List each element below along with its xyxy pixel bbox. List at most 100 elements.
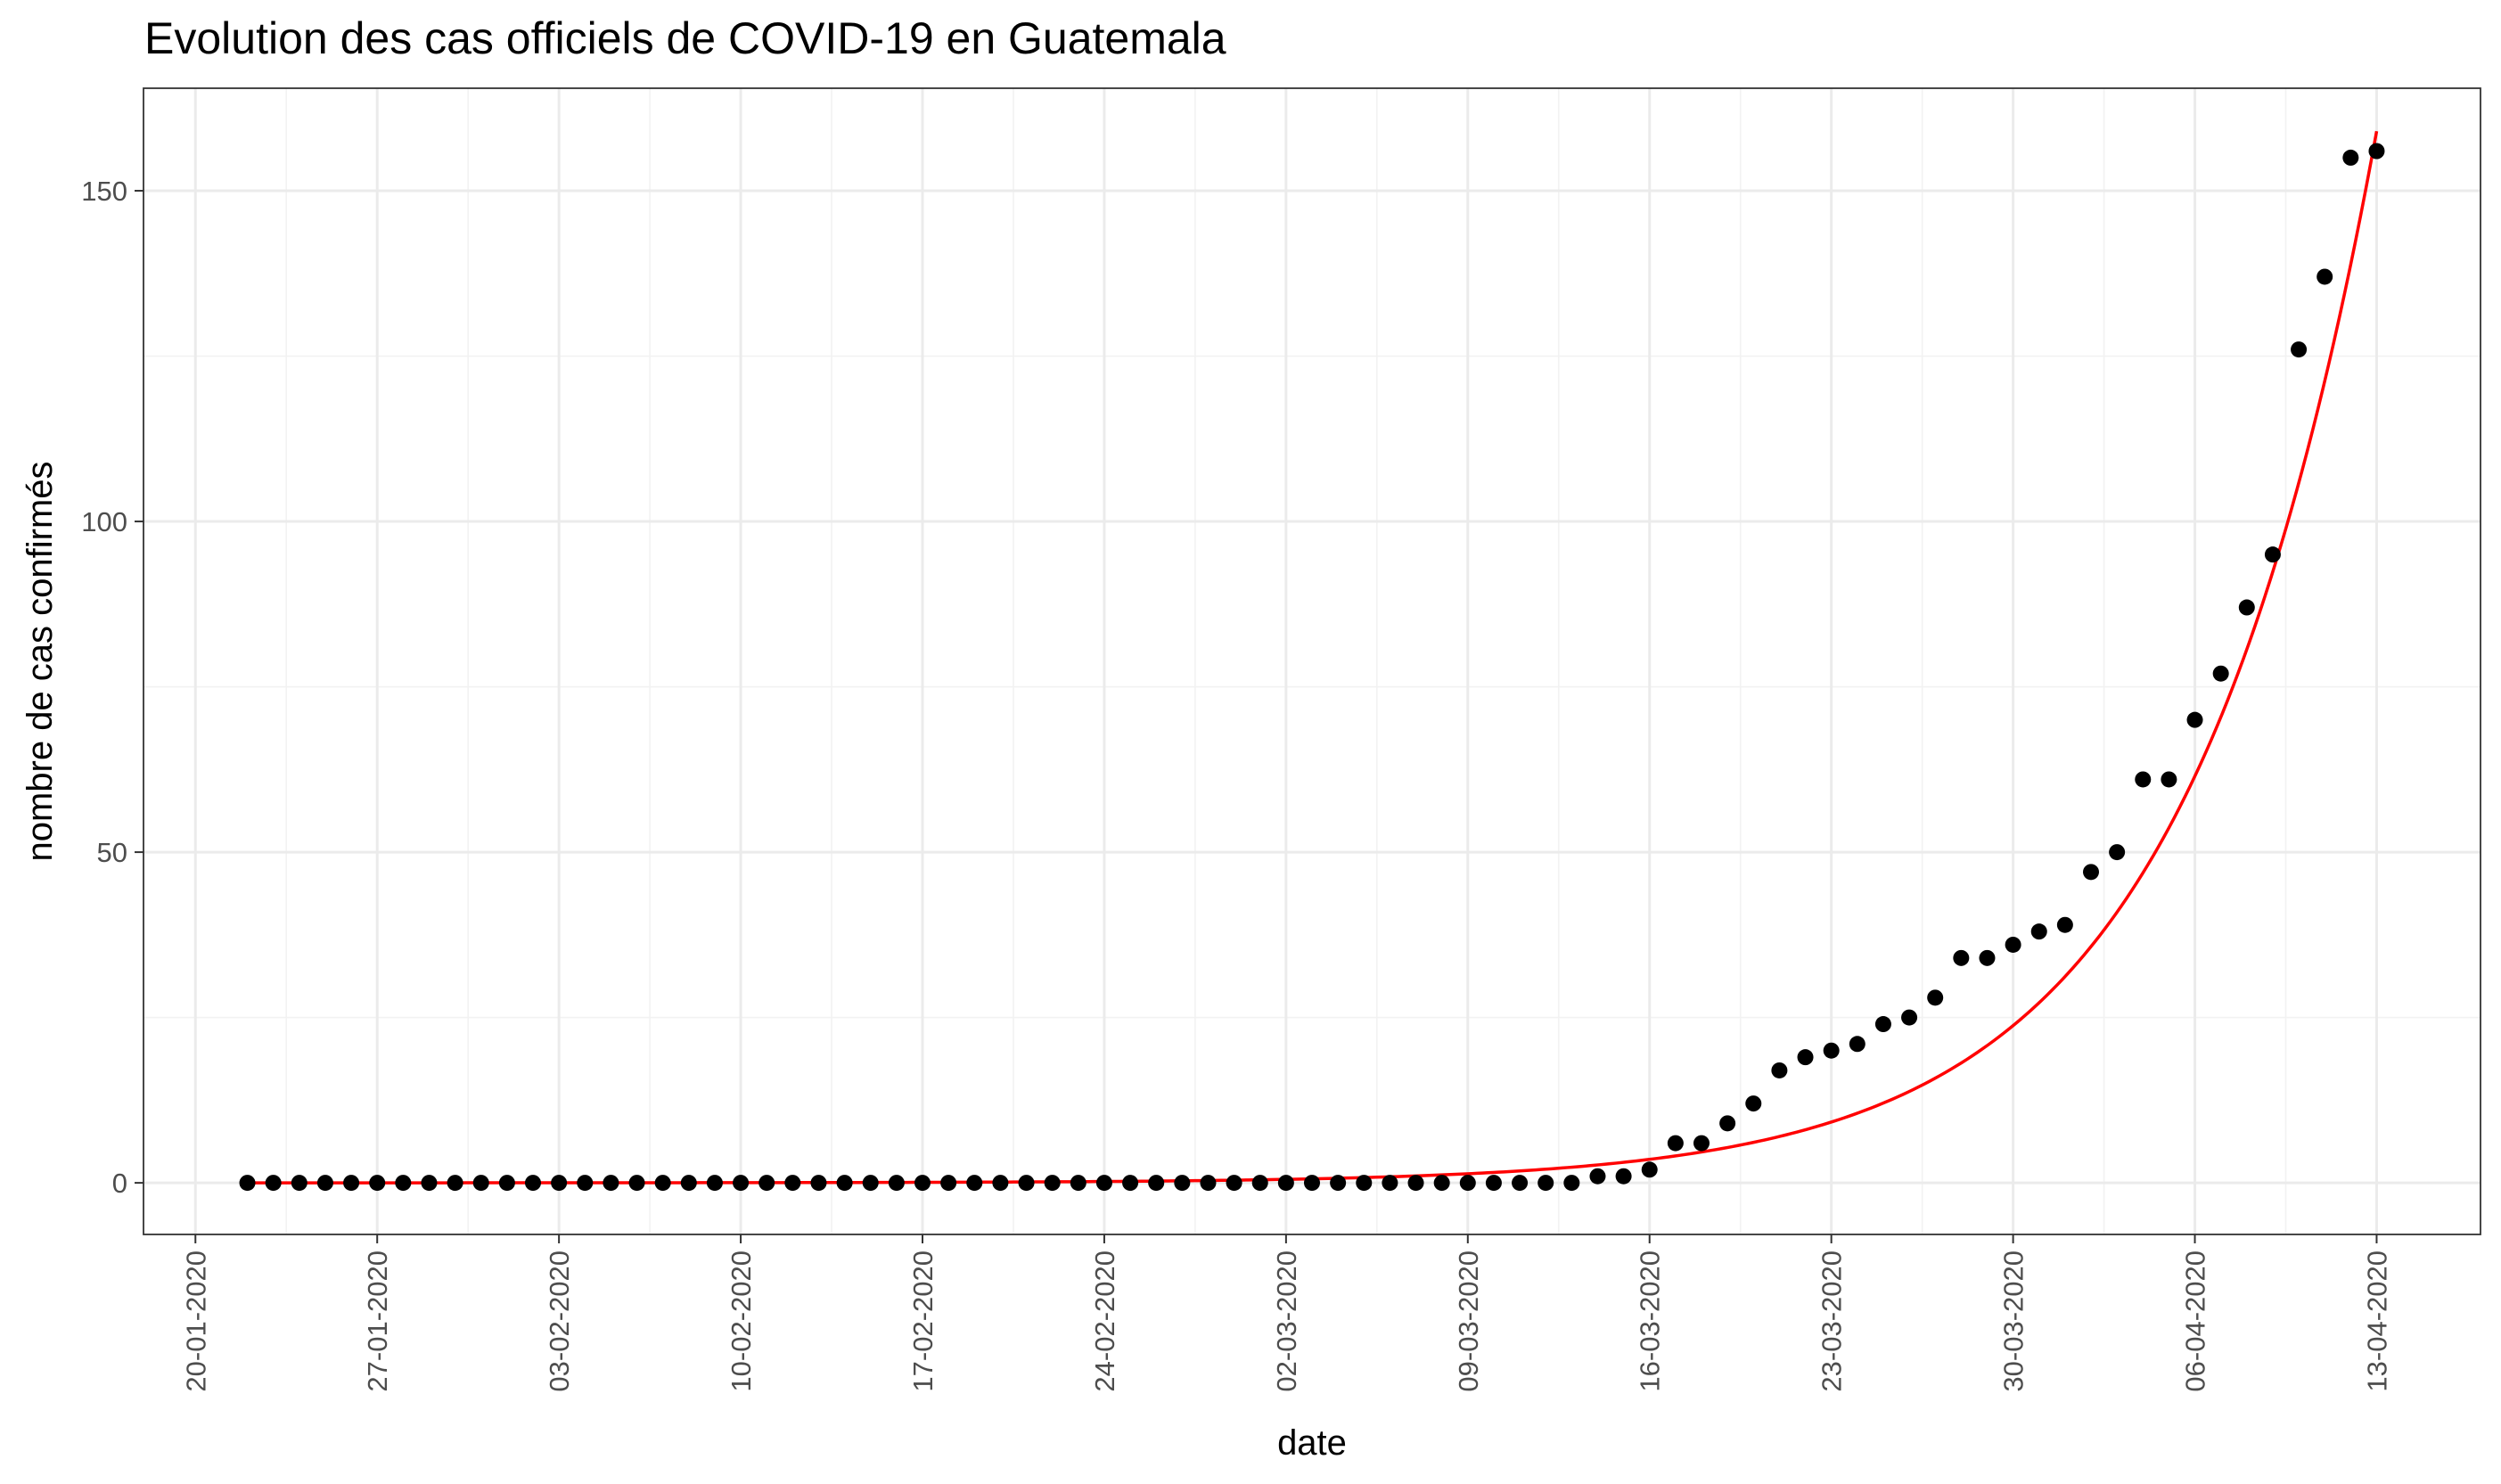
data-point	[1849, 1036, 1866, 1053]
data-point	[421, 1175, 438, 1192]
data-point	[992, 1175, 1009, 1192]
data-point	[1771, 1062, 1788, 1078]
x-axis: 20-01-2020 27-01-2020 03-02-2020 10-02-2020…	[180, 1234, 2392, 1392]
data-point	[2238, 599, 2255, 616]
data-point	[2186, 711, 2203, 728]
data-point	[1979, 949, 1996, 966]
data-point	[733, 1175, 750, 1192]
data-point	[1226, 1175, 1242, 1192]
data-point	[343, 1175, 360, 1192]
data-point	[1615, 1168, 1632, 1185]
data-point	[1745, 1095, 1762, 1112]
data-point	[1459, 1175, 1476, 1192]
data-point	[1356, 1175, 1373, 1192]
data-point	[1304, 1175, 1320, 1192]
data-point	[2109, 844, 2126, 861]
data-point	[1148, 1175, 1165, 1192]
x-tick-label: 24-02-2020	[1089, 1250, 1120, 1392]
data-point	[265, 1175, 282, 1192]
data-point	[577, 1175, 594, 1192]
data-point	[1589, 1168, 1606, 1185]
data-point	[2368, 143, 2385, 160]
x-tick-label: 03-02-2020	[544, 1250, 575, 1392]
data-point	[2316, 268, 2333, 285]
data-point	[1382, 1175, 1398, 1192]
x-tick-label: 16-03-2020	[1635, 1250, 1666, 1392]
data-point	[369, 1175, 386, 1192]
data-point	[239, 1175, 256, 1192]
data-point	[1823, 1042, 1840, 1059]
data-point	[1874, 1016, 1891, 1033]
data-point	[1927, 989, 1944, 1006]
data-point	[395, 1175, 412, 1192]
data-point	[628, 1175, 645, 1192]
data-point	[2342, 149, 2359, 166]
x-tick-label: 23-03-2020	[1816, 1250, 1848, 1392]
data-point	[1667, 1135, 1684, 1152]
x-tick-label: 30-03-2020	[1998, 1250, 2030, 1392]
data-point	[1953, 949, 1970, 966]
data-point	[2212, 665, 2229, 682]
data-point	[1433, 1175, 1450, 1192]
data-point	[472, 1175, 489, 1192]
data-point	[784, 1175, 801, 1192]
y-tick-label: 0	[112, 1168, 127, 1199]
data-point	[291, 1175, 308, 1192]
data-point	[2291, 341, 2308, 358]
data-point	[1797, 1049, 1814, 1066]
points-layer	[239, 143, 2385, 1192]
data-point	[810, 1175, 827, 1192]
data-point	[2030, 923, 2047, 940]
data-point	[2056, 916, 2073, 933]
data-point	[862, 1175, 879, 1192]
data-point	[758, 1175, 775, 1192]
data-point	[603, 1175, 619, 1192]
data-point	[1018, 1175, 1035, 1192]
y-axis-title: nombre de cas confirmés	[20, 461, 60, 861]
x-tick-label: 02-03-2020	[1271, 1250, 1302, 1392]
chart-title: Evolution des cas officiels de COVID-19 …	[144, 13, 1226, 63]
data-point	[2005, 936, 2021, 953]
data-point	[1174, 1175, 1191, 1192]
data-point	[680, 1175, 697, 1192]
data-point	[1563, 1175, 1580, 1192]
y-tick-label: 50	[97, 837, 127, 868]
data-point	[1641, 1161, 1658, 1178]
data-point	[940, 1175, 957, 1192]
data-point	[1044, 1175, 1061, 1192]
y-axis: 0 50 100 150	[81, 176, 144, 1199]
data-point	[836, 1175, 853, 1192]
data-point	[316, 1175, 333, 1192]
data-point	[1693, 1135, 1710, 1152]
data-point	[1901, 1009, 1918, 1026]
data-point	[447, 1175, 463, 1192]
data-point	[1122, 1175, 1139, 1192]
data-point	[2135, 771, 2152, 788]
x-tick-label: 17-02-2020	[907, 1250, 939, 1392]
y-tick-label: 150	[81, 176, 127, 207]
data-point	[1485, 1175, 1502, 1192]
x-tick-label: 13-04-2020	[2361, 1250, 2392, 1392]
data-point	[1719, 1115, 1736, 1132]
data-point	[1070, 1175, 1086, 1192]
data-point	[888, 1175, 905, 1192]
data-point	[498, 1175, 515, 1192]
data-point	[1407, 1175, 1424, 1192]
data-point	[654, 1175, 671, 1192]
data-point	[2161, 771, 2177, 788]
y-tick-label: 100	[81, 506, 127, 537]
data-point	[1095, 1175, 1112, 1192]
data-point	[914, 1175, 931, 1192]
data-point	[1277, 1175, 1294, 1192]
data-point	[551, 1175, 568, 1192]
data-point	[1251, 1175, 1268, 1192]
data-point	[966, 1175, 983, 1192]
x-tick-label: 06-04-2020	[2180, 1250, 2211, 1392]
data-point	[1512, 1175, 1529, 1192]
x-tick-label: 10-02-2020	[726, 1250, 757, 1392]
x-axis-title: date	[1277, 1423, 1347, 1463]
minor-grid	[144, 88, 2480, 1234]
x-tick-label: 20-01-2020	[180, 1250, 211, 1392]
x-tick-label: 09-03-2020	[1453, 1250, 1484, 1392]
